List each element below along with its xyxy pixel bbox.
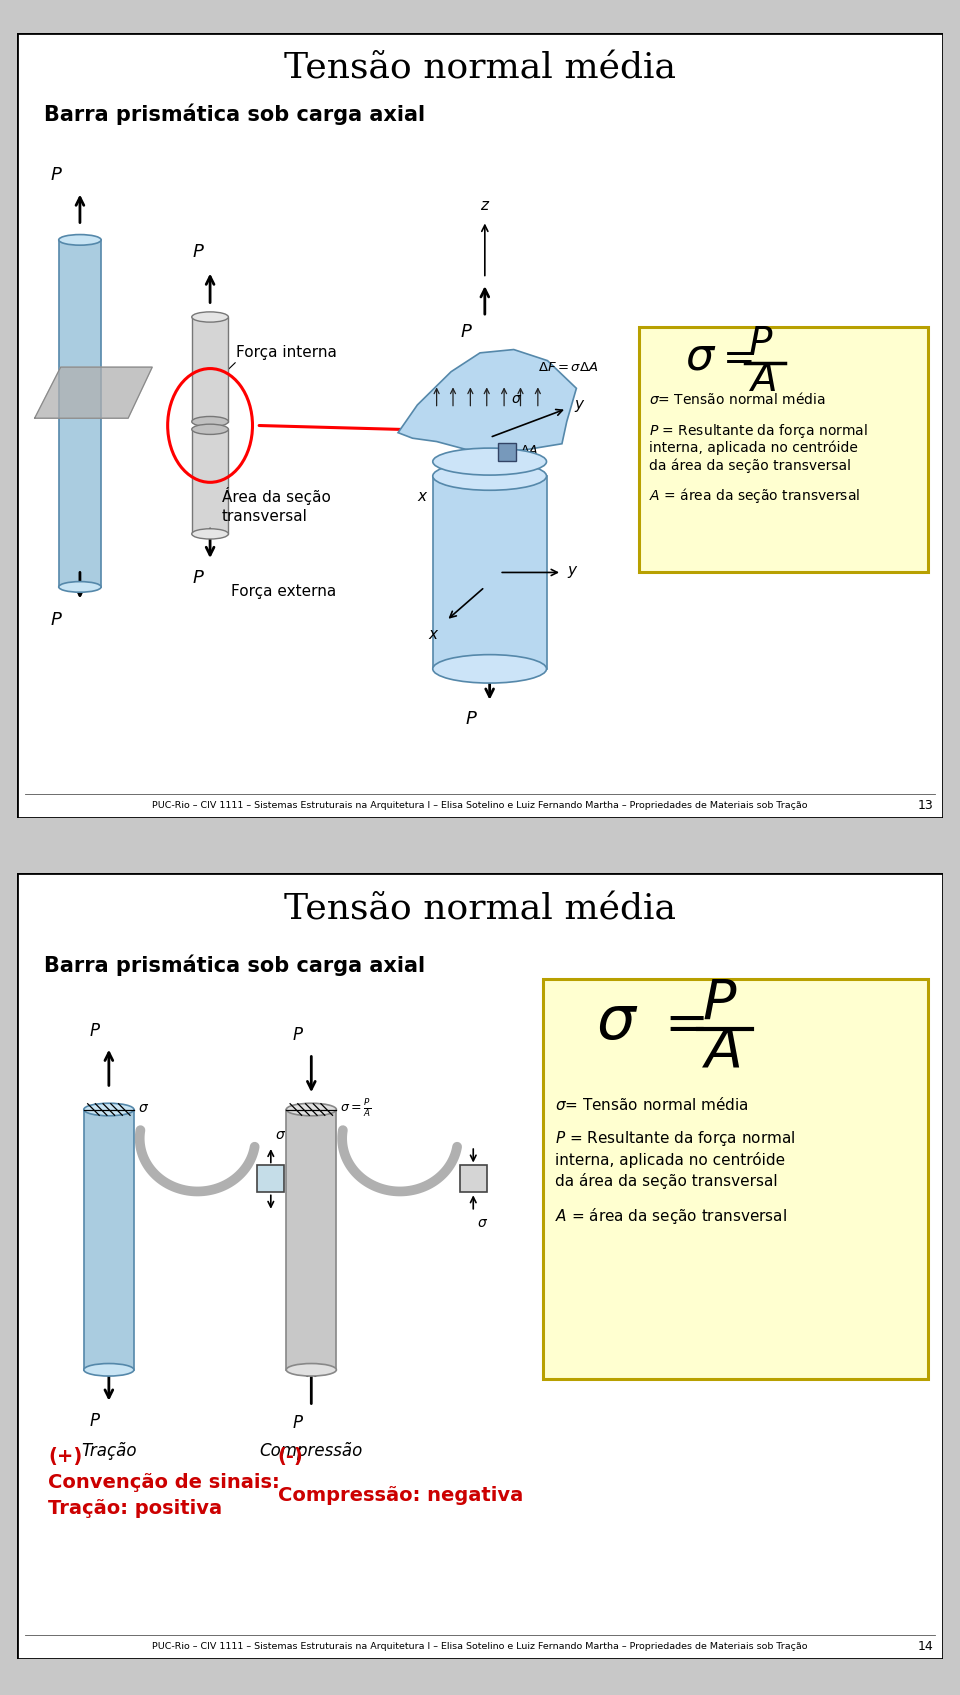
Text: $A$ = área da seção transversal: $A$ = área da seção transversal <box>649 486 860 505</box>
Text: 13: 13 <box>918 800 933 812</box>
Text: $P$ = Resultante da força normal: $P$ = Resultante da força normal <box>555 1129 796 1148</box>
Text: $P$: $P$ <box>702 976 737 1031</box>
Text: Força interna: Força interna <box>236 344 337 359</box>
Text: $P$: $P$ <box>192 568 205 586</box>
Polygon shape <box>35 368 153 419</box>
Text: $\sigma$: $\sigma$ <box>477 1215 489 1229</box>
Text: $=$: $=$ <box>654 997 705 1049</box>
Ellipse shape <box>84 1363 134 1376</box>
Text: $\Delta F = \sigma \Delta A$: $\Delta F = \sigma \Delta A$ <box>538 361 598 373</box>
Text: interna, aplicada no centróide: interna, aplicada no centróide <box>649 441 857 456</box>
Ellipse shape <box>192 424 228 434</box>
Bar <box>498 444 516 461</box>
Ellipse shape <box>433 461 546 490</box>
Text: Compressão: negativa: Compressão: negativa <box>277 1485 523 1505</box>
Text: $P$: $P$ <box>292 1414 303 1432</box>
Ellipse shape <box>433 654 546 683</box>
Text: da área da seção transversal: da área da seção transversal <box>649 458 851 473</box>
Ellipse shape <box>286 1363 336 1376</box>
Polygon shape <box>398 349 576 453</box>
Text: $A$ = área da seção transversal: $A$ = área da seção transversal <box>555 1205 787 1225</box>
Text: $\sigma$: $\sigma$ <box>595 993 638 1053</box>
Text: $\sigma$: $\sigma$ <box>685 336 717 380</box>
Ellipse shape <box>59 234 101 246</box>
Text: Barra prismática sob carga axial: Barra prismática sob carga axial <box>44 103 425 125</box>
Text: $z$: $z$ <box>480 198 490 214</box>
Text: $y$: $y$ <box>566 564 578 580</box>
Ellipse shape <box>433 447 546 475</box>
Bar <box>639 327 928 573</box>
Ellipse shape <box>192 417 228 427</box>
Bar <box>460 1166 487 1192</box>
Text: PUC-Rio – CIV 1111 – Sistemas Estruturais na Arquitetura I – Elisa Sotelino e Lu: PUC-Rio – CIV 1111 – Sistemas Estruturai… <box>153 802 807 810</box>
Text: $P$: $P$ <box>192 242 205 261</box>
Text: $P$: $P$ <box>89 1412 101 1431</box>
Text: Barra prismática sob carga axial: Barra prismática sob carga axial <box>44 954 425 976</box>
Text: PUC-Rio – CIV 1111 – Sistemas Estruturais na Arquitetura I – Elisa Sotelino e Lu: PUC-Rio – CIV 1111 – Sistemas Estruturai… <box>153 1642 807 1651</box>
Text: Área da seção
transversal: Área da seção transversal <box>222 488 330 524</box>
Bar <box>257 1166 284 1192</box>
Text: $P$: $P$ <box>89 1022 101 1041</box>
Text: $\sigma$= Tensão normal média: $\sigma$= Tensão normal média <box>555 1097 749 1114</box>
Text: $\sigma$: $\sigma$ <box>511 392 522 405</box>
Text: $P$ = Resultante da força normal: $P$ = Resultante da força normal <box>649 422 868 439</box>
Text: Força externa: Força externa <box>231 585 337 598</box>
Text: $\sigma$: $\sigma$ <box>138 1100 149 1115</box>
Bar <box>84 1110 134 1370</box>
Text: (+): (+) <box>48 1448 83 1466</box>
Text: Tensão normal média: Tensão normal média <box>284 51 676 85</box>
Text: $y$: $y$ <box>573 398 585 414</box>
Text: $A$: $A$ <box>748 361 776 398</box>
Text: $P$: $P$ <box>748 325 774 363</box>
Text: (-): (-) <box>277 1448 303 1466</box>
Text: Convenção de sinais:: Convenção de sinais: <box>48 1473 280 1492</box>
Text: interna, aplicada no centróide: interna, aplicada no centróide <box>555 1151 785 1168</box>
Bar <box>192 317 228 422</box>
Text: 14: 14 <box>918 1641 933 1653</box>
Text: Tensão normal média: Tensão normal média <box>284 892 676 925</box>
Ellipse shape <box>59 581 101 592</box>
Ellipse shape <box>286 1103 336 1115</box>
Text: $x$: $x$ <box>418 488 429 503</box>
Text: $\sigma$: $\sigma$ <box>275 1129 286 1142</box>
Text: Compressão: Compressão <box>259 1442 363 1459</box>
Text: $=$: $=$ <box>715 339 754 376</box>
Bar <box>286 1110 336 1370</box>
Text: $P$: $P$ <box>461 322 473 341</box>
Text: da área da seção transversal: da área da seção transversal <box>555 1173 778 1188</box>
Text: $P$: $P$ <box>292 1025 303 1044</box>
Bar <box>59 241 101 586</box>
Ellipse shape <box>84 1103 134 1115</box>
Bar <box>433 476 546 670</box>
Ellipse shape <box>192 529 228 539</box>
Text: $A$: $A$ <box>702 1025 741 1078</box>
Text: Tração: positiva: Tração: positiva <box>48 1498 223 1519</box>
Text: Tração: Tração <box>81 1442 136 1459</box>
Ellipse shape <box>192 312 228 322</box>
Text: $P$: $P$ <box>50 166 62 185</box>
Text: $x$: $x$ <box>428 627 440 642</box>
Text: $P$: $P$ <box>50 610 62 629</box>
Text: $\sigma$= Tensão normal média: $\sigma$= Tensão normal média <box>649 392 826 407</box>
Text: $\Delta A$: $\Delta A$ <box>520 444 539 456</box>
Text: $P$: $P$ <box>466 710 478 729</box>
Bar <box>192 429 228 534</box>
Text: $\sigma = \frac{P}{A}$: $\sigma = \frac{P}{A}$ <box>340 1097 372 1119</box>
Bar <box>542 980 928 1380</box>
